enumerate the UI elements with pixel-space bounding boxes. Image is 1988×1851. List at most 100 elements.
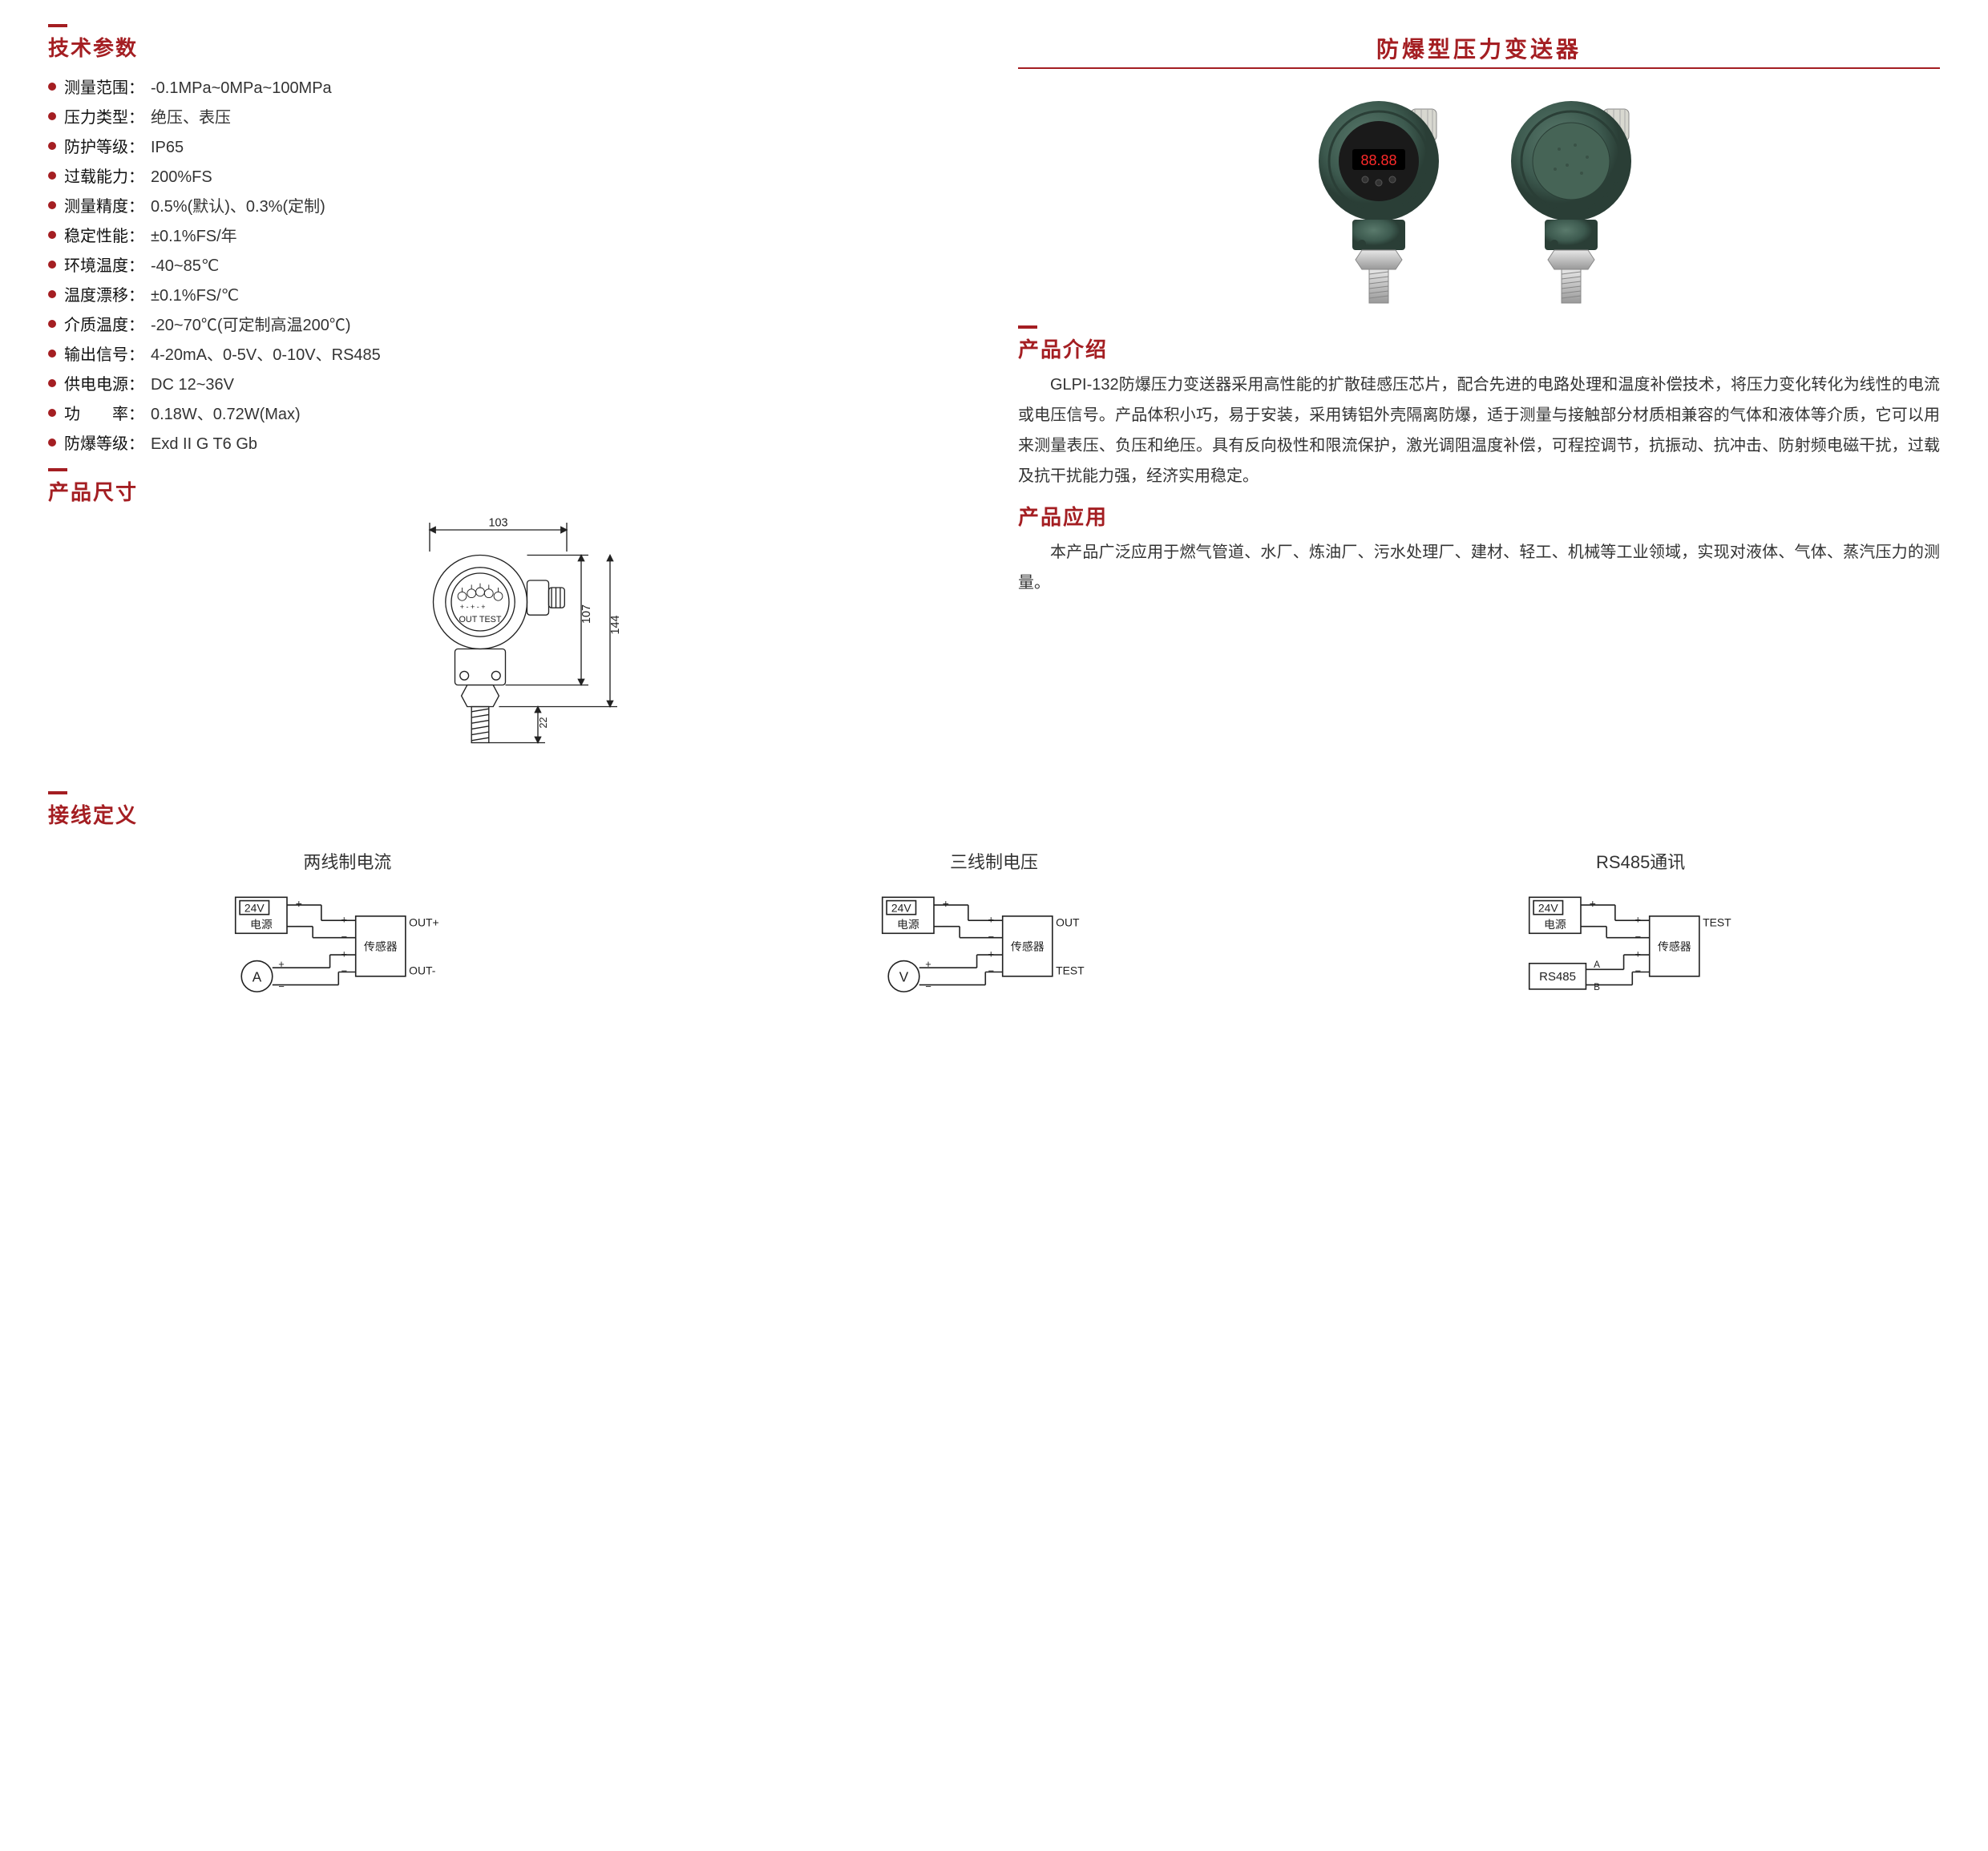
spec-row: 环境温度：-40~85℃: [48, 249, 970, 279]
bullet-icon: [48, 290, 56, 298]
svg-text:电源: 电源: [897, 918, 919, 931]
svg-text:−: −: [925, 980, 931, 992]
accent-tick: [48, 468, 67, 471]
svg-text:−: −: [988, 931, 994, 943]
svg-text:24V: 24V: [1538, 901, 1558, 914]
svg-text:107: 107: [580, 604, 593, 624]
svg-text:+: +: [279, 958, 285, 970]
spec-value: Exd II G T6 Gb: [151, 435, 257, 454]
spec-label: 压力类型：: [64, 104, 144, 127]
spec-row: 测量范围：-0.1MPa~0MPa~100MPa: [48, 71, 970, 101]
wiring-title: 两线制电流: [48, 848, 647, 874]
spec-row: 温度漂移：±0.1%FS/℃: [48, 279, 970, 309]
svg-text:−: −: [1634, 931, 1641, 943]
svg-text:−: −: [341, 965, 348, 977]
svg-text:+: +: [1634, 913, 1641, 925]
spec-row: 过载能力：200%FS: [48, 160, 970, 190]
bullet-icon: [48, 112, 56, 120]
dimension-drawing: 103 + - + - + OUT TEST: [48, 515, 970, 775]
specs-header: 技术参数: [48, 32, 970, 62]
wiring-diagram: 24V电源+−+−+−OUT传感器TESTV+−: [874, 882, 1114, 1011]
svg-text:TEST: TEST: [1056, 964, 1085, 977]
product-image-area: 88.88: [1018, 85, 1940, 309]
svg-text:+: +: [988, 913, 994, 925]
bullet-icon: [48, 83, 56, 91]
svg-text:+: +: [988, 948, 994, 960]
svg-text:传感器: 传感器: [1011, 940, 1045, 953]
svg-text:103: 103: [488, 517, 507, 530]
svg-text:A: A: [1594, 960, 1600, 970]
spec-value: ±0.1%FS/年: [151, 223, 237, 246]
wiring-diagram: 24V电源+−+−+−OUT+传感器OUT-A+−: [227, 882, 467, 1011]
svg-text:OUT: OUT: [1056, 916, 1080, 929]
spec-label: 功 率：: [64, 401, 144, 424]
svg-text:TEST: TEST: [1703, 916, 1731, 929]
svg-text:OUT-: OUT-: [409, 964, 436, 977]
svg-text:−: −: [341, 931, 348, 943]
spec-label: 稳定性能：: [64, 223, 144, 246]
wiring-title: 接线定义: [48, 799, 970, 829]
spec-value: IP65: [151, 139, 184, 157]
svg-text:24V: 24V: [891, 901, 911, 914]
svg-text:−: −: [1634, 965, 1641, 977]
svg-text:+ - + - +: + - + - +: [460, 603, 486, 611]
spec-value: 4-20mA、0-5V、0-10V、RS485: [151, 342, 381, 365]
svg-text:+: +: [341, 913, 348, 925]
spec-label: 过载能力：: [64, 164, 144, 187]
bullet-icon: [48, 231, 56, 239]
accent-tick: [48, 24, 67, 27]
spec-value: 0.5%(默认)、0.3%(定制): [151, 193, 325, 216]
wiring-header: 接线定义: [48, 799, 970, 829]
svg-text:A: A: [253, 968, 262, 984]
svg-text:传感器: 传感器: [1658, 940, 1691, 953]
bullet-icon: [48, 350, 56, 358]
wiring-row: 两线制电流 24V 电源 + − + − + − OUT + 传感器 OUT- A + − 三线制电压 24V 电源…: [48, 848, 1940, 1016]
transmitter-blind-icon: [1495, 85, 1655, 309]
spec-row: 供电电源：DC 12~36V: [48, 368, 970, 398]
svg-text:V: V: [899, 968, 909, 984]
spec-label: 供电电源：: [64, 371, 144, 394]
intro-text: GLPI-132防爆压力变送器采用高性能的扩散硅感压芯片，配合先进的电路处理和温…: [1018, 370, 1940, 491]
spec-label: 防爆等级：: [64, 430, 144, 454]
accent-tick: [1018, 325, 1037, 329]
specs-list: 测量范围：-0.1MPa~0MPa~100MPa 压力类型： 绝压、表压防护等级：I…: [48, 71, 970, 457]
spec-row: 测量精度： 0.5%(默认)、0.3%(定制): [48, 190, 970, 220]
svg-text:+: +: [1634, 948, 1641, 960]
svg-text:24V: 24V: [244, 901, 265, 914]
spec-label: 介质温度：: [64, 312, 144, 335]
wiring-block: 两线制电流24V电源+−+−+−OUT+传感器OUT-A+−: [48, 848, 647, 1016]
spec-row: 防爆等级： Exd II G T6 Gb: [48, 427, 970, 457]
spec-label: 输出信号：: [64, 342, 144, 365]
product-title-block: 防爆型压力变送器: [1018, 32, 1940, 69]
svg-text:电源: 电源: [1544, 918, 1566, 931]
spec-row: 压力类型： 绝压、表压: [48, 101, 970, 131]
app-header: 产品应用: [1018, 501, 1940, 531]
svg-text:+: +: [943, 897, 949, 910]
right-column: 防爆型压力变送器: [1018, 32, 1940, 839]
product-title: 防爆型压力变送器: [1018, 32, 1940, 64]
accent-tick: [48, 791, 67, 794]
wiring-section: 两线制电流 24V 电源 + − + − + − OUT + 传感器 OUT- A + − 三线制电压 24V 电源…: [48, 848, 1940, 1016]
svg-text:+: +: [1589, 897, 1595, 910]
spec-value: 绝压、表压: [151, 104, 231, 127]
spec-row: 输出信号： 4-20mA、0-5V、0-10V、RS485: [48, 338, 970, 368]
svg-text:OUT TEST: OUT TEST: [459, 615, 502, 624]
spec-label: 测量精度：: [64, 193, 144, 216]
svg-text:+: +: [341, 948, 348, 960]
intro-title: 产品介绍: [1018, 333, 1940, 363]
spec-row: 功 率：0.18W、0.72W(Max): [48, 398, 970, 427]
spec-value: -20~70℃(可定制高温200℃): [151, 312, 351, 335]
spec-row: 防护等级：IP65: [48, 131, 970, 160]
svg-text:−: −: [279, 980, 285, 992]
svg-text:电源: 电源: [250, 918, 273, 931]
svg-text:88.88: 88.88: [1360, 152, 1396, 168]
svg-text:22: 22: [538, 717, 549, 728]
spec-label: 温度漂移：: [64, 282, 144, 305]
svg-text:144: 144: [609, 615, 622, 634]
left-column: 技术参数 测量范围：-0.1MPa~0MPa~100MPa 压力类型： 绝压、表压防…: [48, 32, 970, 839]
svg-text:传感器: 传感器: [364, 940, 398, 953]
bullet-icon: [48, 439, 56, 447]
wiring-title: 三线制电压: [695, 848, 1294, 874]
bullet-icon: [48, 320, 56, 328]
bullet-icon: [48, 379, 56, 387]
